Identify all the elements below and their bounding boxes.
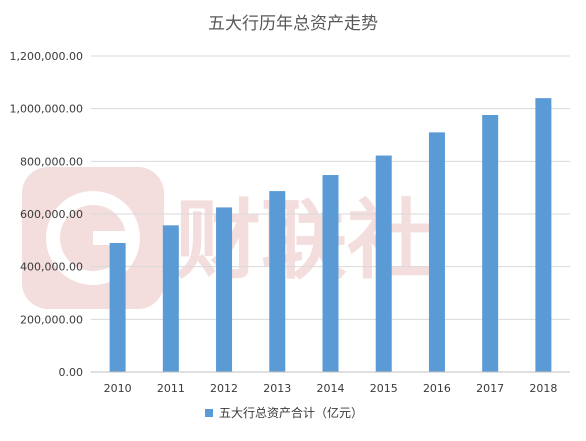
bars [109,98,552,372]
y-tick-label: 1,000,000.00 [10,103,83,116]
y-tick-label: 200,000.00 [20,313,83,326]
x-tick-label: 2012 [210,382,238,395]
watermark-text: 财联社 [175,191,433,291]
y-tick-label: 0.00 [59,366,84,379]
x-tick-label: 2013 [263,382,291,395]
y-tick-label: 600,000.00 [20,208,83,221]
legend-swatch [205,409,213,417]
bar-2016 [428,132,445,372]
watermark-logo-bar [93,231,139,245]
bar-2012 [216,207,233,372]
bar-2017 [482,114,499,372]
legend-label: 五大行总资产合计（亿元） [219,405,363,420]
y-tick-label: 1,200,000.00 [10,50,83,63]
chart-title: 五大行历年总资产走势 [208,14,378,34]
bar-2013 [269,191,286,372]
y-axis-ticks: 0.00 200,000.00 400,000.00 600,000.00 800,00… [10,50,83,379]
x-tick-label: 2014 [317,382,345,395]
x-tick-label: 2018 [529,382,557,395]
bar-2018 [535,98,552,372]
x-axis-ticks: 2010 2011 2012 2013 2014 2015 2016 2017 2018 [104,382,558,395]
y-tick-label: 800,000.00 [20,155,83,168]
x-tick-label: 2017 [476,382,504,395]
bar-2010 [109,242,126,372]
bar-2014 [322,175,339,372]
bar-2015 [375,155,392,372]
x-tick-label: 2015 [370,382,398,395]
y-tick-label: 400,000.00 [20,261,83,274]
x-tick-label: 2016 [423,382,451,395]
x-tick-label: 2010 [104,382,132,395]
legend: 五大行总资产合计（亿元） [205,405,363,420]
bar-2011 [162,225,179,372]
x-tick-label: 2011 [157,382,185,395]
